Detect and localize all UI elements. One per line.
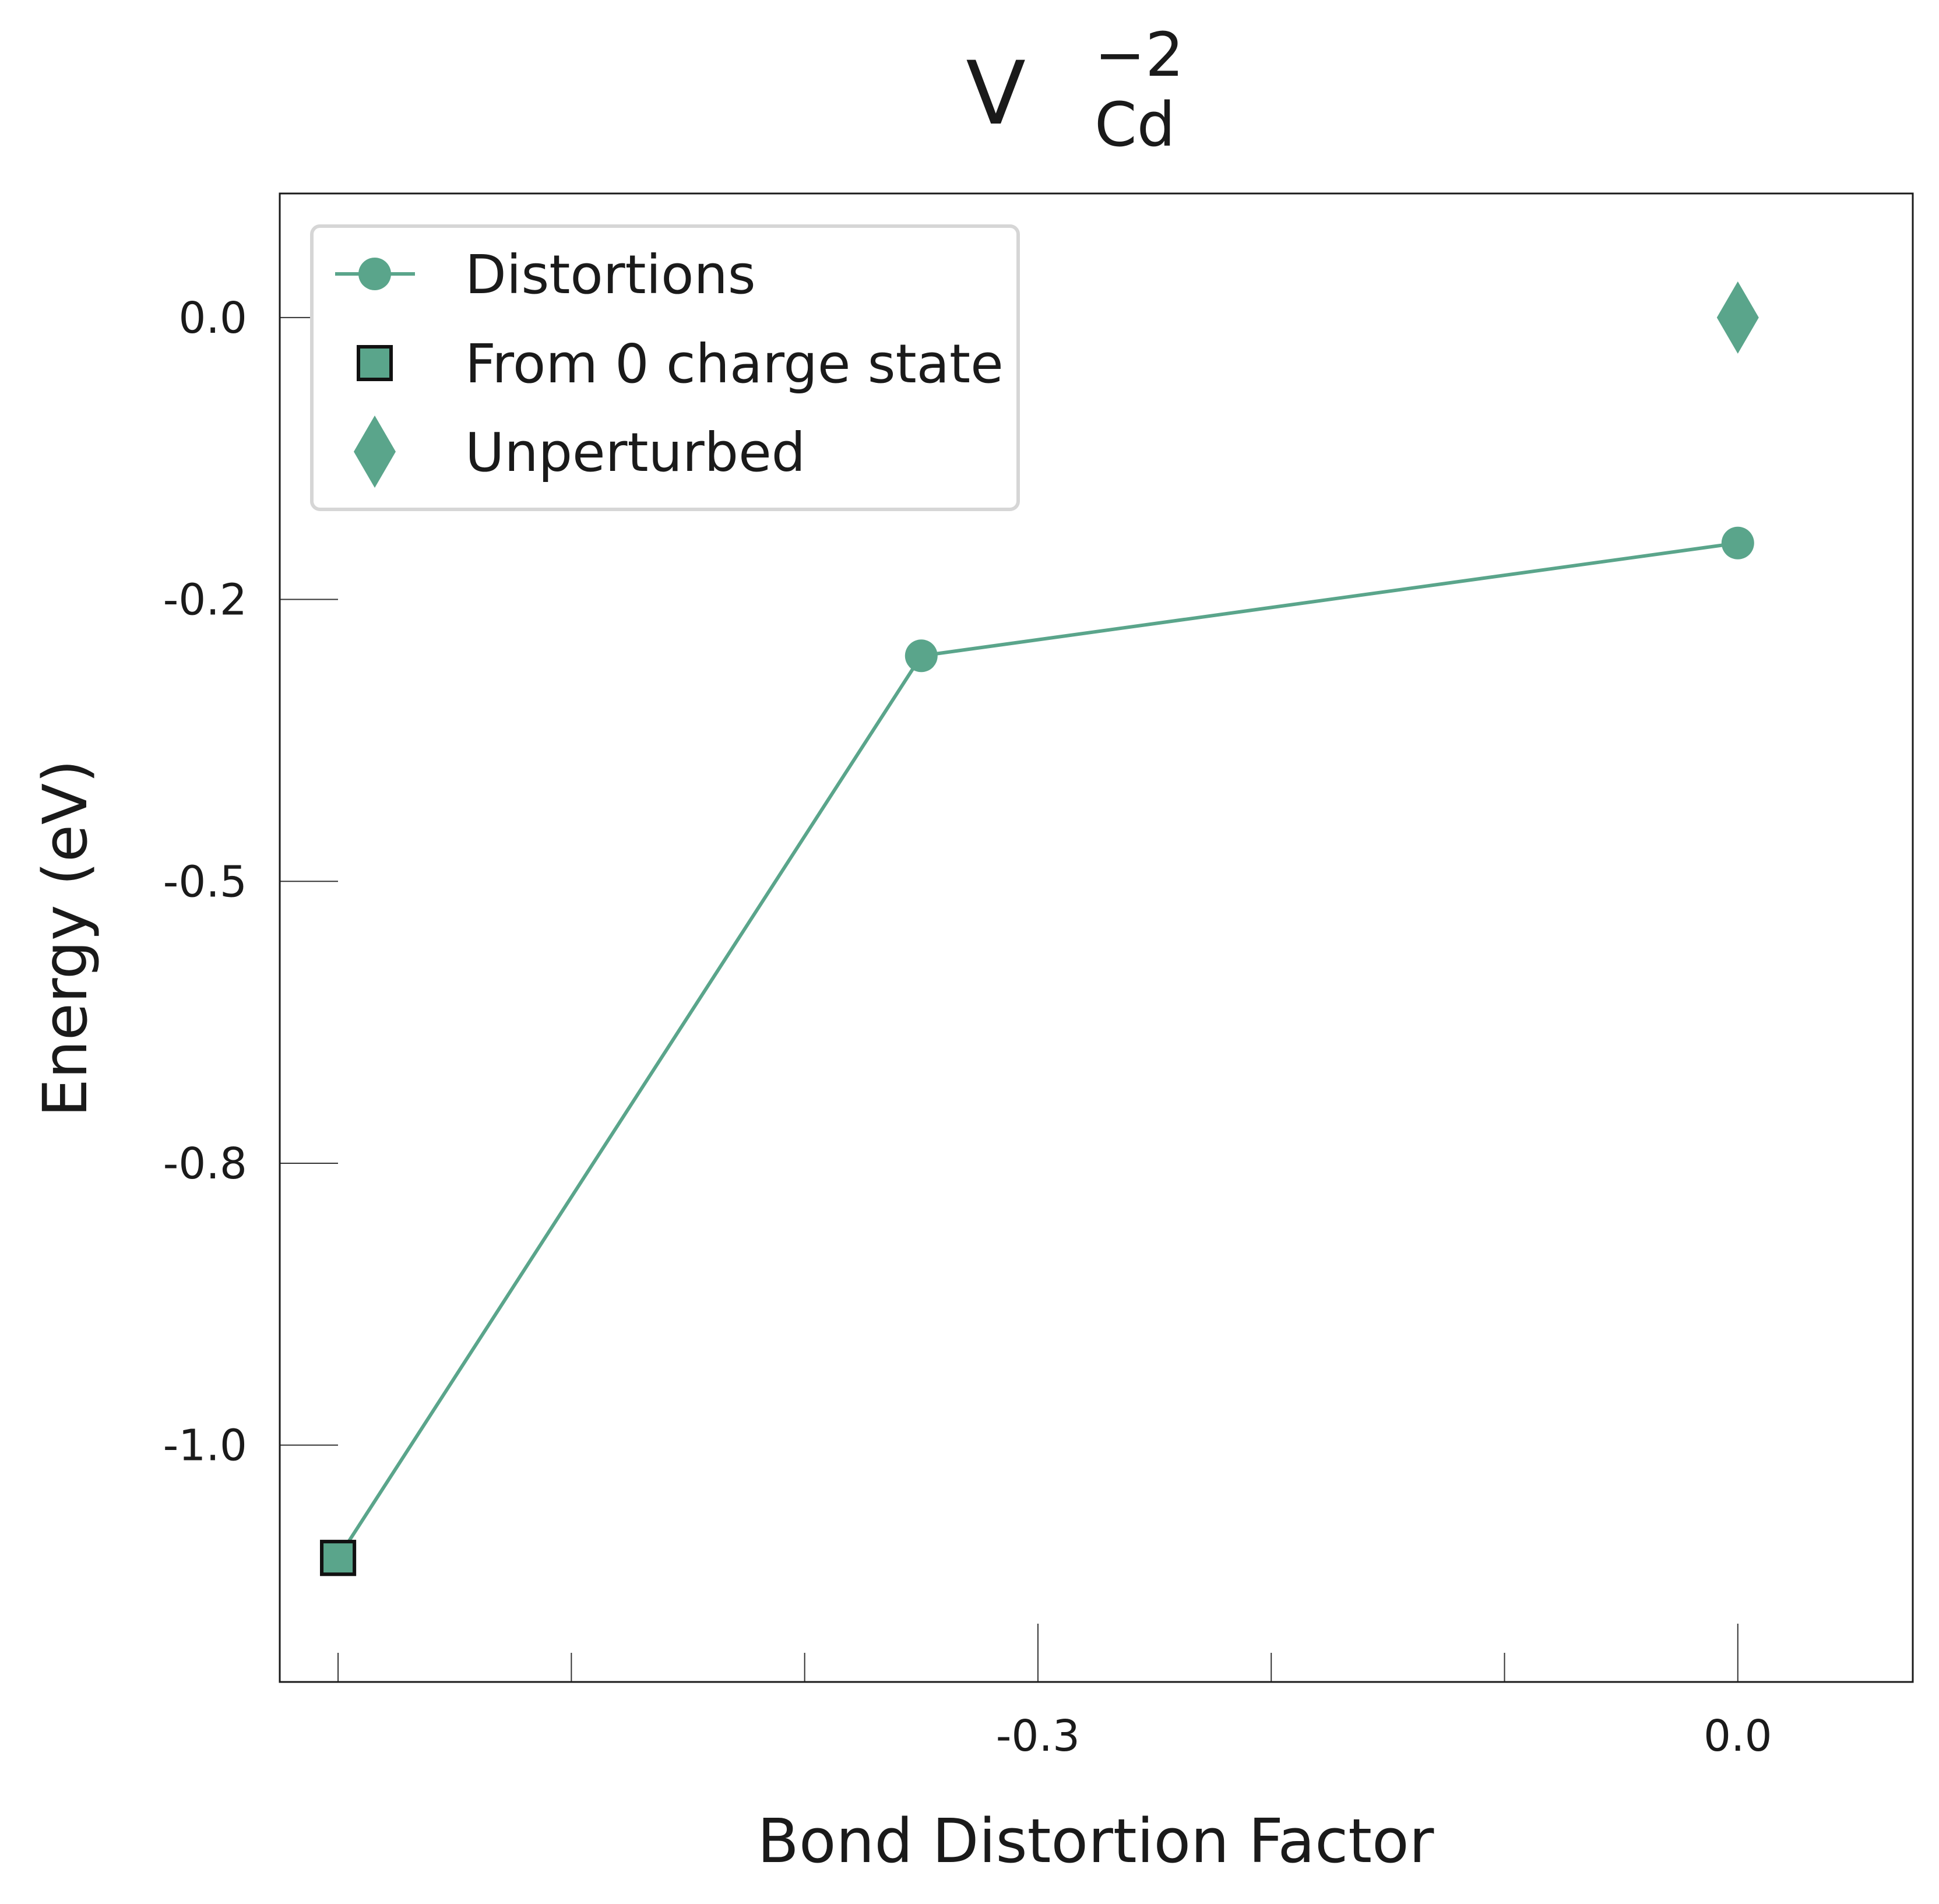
data-point-square (320, 1540, 357, 1576)
legend-label: Distortions (465, 244, 756, 306)
x-axis-label: Bond Distortion Factor (758, 1806, 1434, 1877)
legend-square-swatch (357, 345, 393, 381)
data-point (905, 639, 938, 673)
y-tick-label: -0.8 (163, 1139, 247, 1189)
legend-label: From 0 charge state (465, 333, 1004, 395)
data-point (1721, 526, 1754, 559)
x-tick-label: 0.0 (1704, 1711, 1772, 1761)
plot-frame (279, 192, 1914, 1683)
data-point-diamond (1716, 281, 1759, 354)
legend-circle-swatch (358, 258, 391, 290)
title-subscript: Cd (1095, 89, 1176, 160)
legend-box (310, 224, 1020, 511)
y-tick-label: 0.0 (178, 293, 247, 343)
y-tick-label: -0.5 (163, 857, 247, 907)
legend-label: Unperturbed (465, 421, 805, 484)
legend: Distortions From 0 charge state Unperturbe… (310, 224, 1020, 511)
title-superscript: −2 (1095, 19, 1184, 90)
legend-diamond-swatch (354, 416, 396, 488)
y-tick-label: -0.2 (163, 575, 247, 625)
plot-series (320, 281, 1759, 1576)
x-tick-label: -0.3 (996, 1711, 1080, 1761)
ticks: -0.3 0.0 0.0 -0.2 -0.5 -0.8 -1.0 (163, 293, 1772, 1761)
y-tick-label: -1.0 (163, 1421, 247, 1471)
y-axis-label: Energy (eV) (30, 759, 101, 1117)
title-base: V (966, 43, 1026, 145)
chart-title: V −2 Cd (966, 19, 1184, 160)
